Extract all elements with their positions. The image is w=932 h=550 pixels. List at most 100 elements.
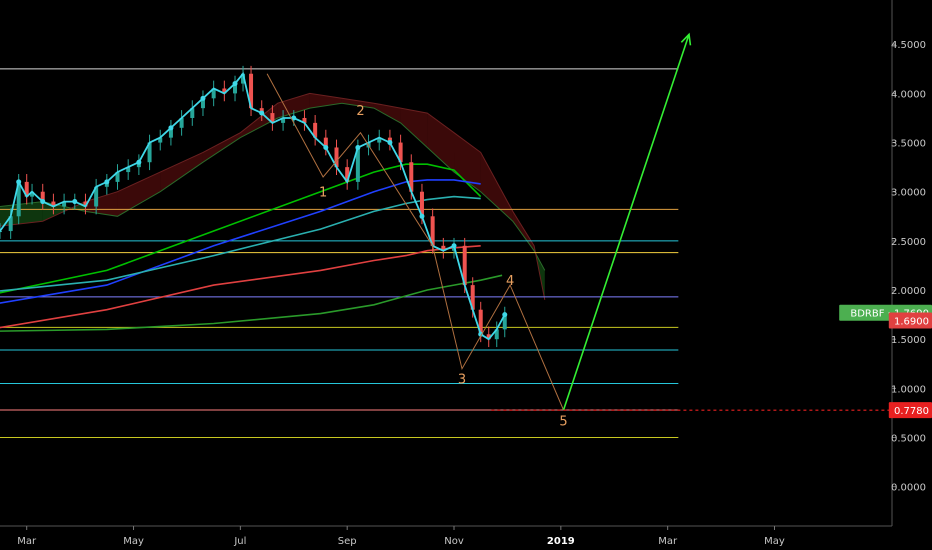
cloud-span-a [0,102,546,271]
price-point [72,199,78,205]
price-tag-box [888,402,932,419]
candle-body [51,201,56,207]
price-axis[interactable]: 0.0000 0.5000 1.0000 1.5000 2.0000 2.5000 3.00… [891,40,926,493]
price-point [419,213,425,219]
price-point [200,95,206,101]
cloud-span-b [0,92,546,300]
cloud-segment [240,103,278,138]
candle-body [211,88,216,99]
candle-body [168,127,173,138]
price-point [291,115,297,121]
ichimoku-cloud [0,92,546,300]
projection-line [562,34,690,411]
price-tick-label: 4.5000 [891,40,926,51]
cloud-segment [202,132,241,163]
time-tick-label: May [764,536,785,547]
price-tag-label: 0.7780 [894,406,929,417]
price-tick-label: 3.0000 [891,188,926,199]
time-tick-label: Mar [658,536,678,547]
price-point [259,110,265,116]
price-line [0,71,506,341]
wave-label-4: 4 [506,274,514,289]
candle-body [323,137,328,148]
candle-body [147,142,152,163]
moving-average-line [0,195,481,292]
wave-label-3: 3 [458,372,466,387]
candle-body [302,117,307,123]
price-tick-label: 1.5000 [891,335,926,346]
cloud-segment [277,93,310,118]
candle-body [355,147,360,182]
time-tick-label: Nov [444,536,464,547]
candle-body [502,314,507,330]
price-tick-label: 4.0000 [891,89,926,100]
candle-body [281,117,286,123]
price-tag-box [888,312,932,329]
price-tick-label: 0.0000 [891,483,926,494]
time-tick-label: May [123,536,144,547]
candle-body [16,181,21,217]
wave-label-5: 5 [559,415,567,430]
candle-body [345,167,350,182]
candle-body [478,309,483,335]
candle-body [190,108,195,118]
candle-body [241,73,246,84]
elliott-wave-projection: 1 2 3 4 5 [266,32,892,430]
candle-body [0,231,2,233]
cloud-segment [480,152,513,222]
price-point [40,199,46,205]
candle-body [83,201,88,207]
candle-body [179,117,184,128]
price-point [355,144,361,150]
candle-body [8,216,13,232]
candle-body [249,73,254,109]
cloud-segment [454,132,481,192]
candle-body [200,98,205,109]
cloud-segment [341,98,374,109]
time-tick-label: Jul [233,536,246,547]
price-tick-label: 2.5000 [891,237,926,248]
candle-body [115,172,120,182]
price-point [168,125,174,131]
candle-body [334,147,339,168]
price-point [232,81,238,87]
wave-label-2: 2 [356,104,364,119]
candle-body [62,201,67,207]
candle-body [94,186,99,207]
price-point [451,243,457,249]
time-tick-label: Sep [338,536,357,547]
candle-body [233,83,238,94]
price-point [104,179,110,185]
cloud-segment [160,152,203,192]
price-tag-label: 1.6900 [894,317,929,328]
cloud-segment [85,191,118,217]
price-point [136,159,142,165]
candle-body [398,142,403,163]
candle-body [470,285,475,310]
price-point [502,312,508,318]
price-tick-label: 0.5000 [891,434,926,445]
candle-body [377,137,382,143]
candle-body [313,122,318,138]
price-tick-label: 1.0000 [891,384,926,395]
candle-body [409,162,414,192]
wave-path [266,73,564,411]
moving-average-line [0,274,503,332]
candle-body [494,329,499,340]
cloud-segment [400,108,428,148]
price-series [0,65,508,348]
candle-body [222,88,227,94]
candle-body [430,216,435,246]
projection-arrowhead [680,32,692,46]
time-tick-label: 2019 [547,536,575,547]
candle-body [40,191,45,202]
candle-body [419,191,424,217]
candle-body [24,181,29,197]
time-axis[interactable]: Mar May Jul Sep Nov 2019 Mar May [17,526,785,547]
price-point [16,179,22,185]
candle-body [486,334,491,340]
moving-average-line [0,163,482,294]
price-point [387,140,393,146]
